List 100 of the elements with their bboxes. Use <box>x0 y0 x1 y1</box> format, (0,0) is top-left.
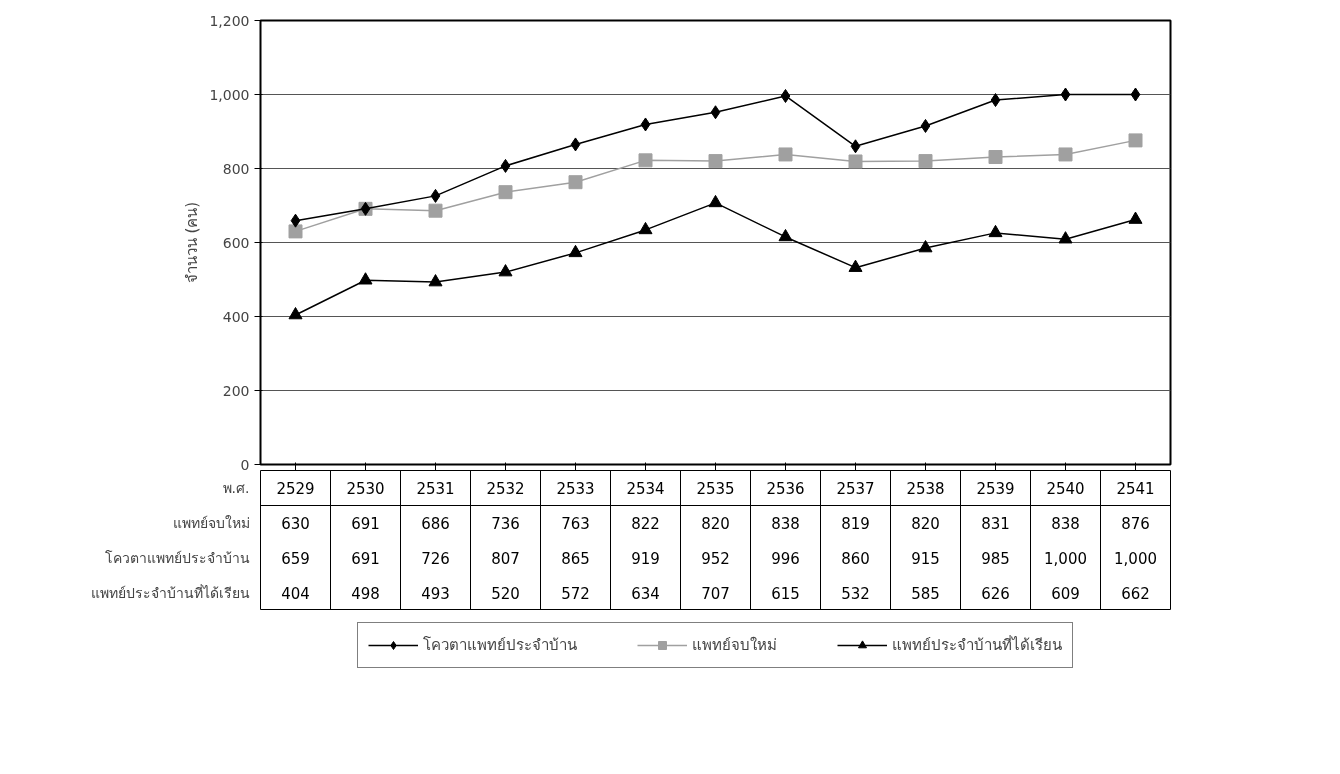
data-label: 691 <box>351 550 380 568</box>
x-tick-label: 2535 <box>696 480 735 498</box>
point <box>290 213 301 228</box>
text: แพทย์จบใหม่ <box>172 515 250 531</box>
data-label: 985 <box>981 550 1010 568</box>
x-tick-label: 2537 <box>836 480 875 498</box>
data-label: 919 <box>631 550 660 568</box>
point <box>848 154 863 169</box>
text: แพทย์ประจำบ้านที่ได้เรียน <box>90 585 250 601</box>
y-tick-label: 400 <box>222 308 250 325</box>
legend-label: แพทย์จบใหม่ <box>692 635 777 656</box>
data-label: 876 <box>1121 515 1150 533</box>
y-tick-label: 200 <box>222 382 250 399</box>
point <box>498 185 513 200</box>
data-label: 1,000 <box>1044 550 1087 568</box>
data-label: 498 <box>351 585 380 603</box>
data-label: 662 <box>1121 585 1150 603</box>
point <box>568 244 583 258</box>
data-label: 807 <box>491 550 520 568</box>
data-label: 952 <box>701 550 730 568</box>
point <box>780 88 791 103</box>
data-label: 1,000 <box>1114 550 1157 568</box>
data-label: 626 <box>981 585 1010 603</box>
point <box>500 158 511 173</box>
x-tick-label: 2531 <box>416 480 455 498</box>
data-label: 822 <box>631 515 660 533</box>
data-label: 820 <box>701 515 730 533</box>
y-tick-label: 0 <box>240 456 250 473</box>
x-tick-label: 2536 <box>766 480 805 498</box>
x-tick-label: 2530 <box>346 480 385 498</box>
data-label: 838 <box>1051 515 1080 533</box>
data-label: 707 <box>701 585 730 603</box>
point <box>498 264 513 277</box>
point <box>568 175 583 190</box>
data-label: 532 <box>841 585 870 603</box>
data-label: 615 <box>771 585 800 603</box>
data-label: 838 <box>771 515 800 533</box>
data-label: 819 <box>841 515 870 533</box>
x-tick-label: 2539 <box>976 480 1015 498</box>
data-label: 915 <box>911 550 940 568</box>
data-label: 520 <box>491 585 520 603</box>
point <box>638 153 653 168</box>
x-tick-label: 2534 <box>626 480 665 498</box>
point <box>848 259 863 272</box>
data-label: 831 <box>981 515 1010 533</box>
data-label: 404 <box>281 585 310 603</box>
point <box>430 188 441 203</box>
point <box>640 117 651 132</box>
legend-label: โควตาแพทย์ประจำบ้าน <box>423 635 577 656</box>
point <box>990 93 1001 108</box>
x-tick-label: 2541 <box>1116 480 1155 498</box>
data-label: 585 <box>911 585 940 603</box>
x-axis-title: พ.ศ. <box>222 480 250 496</box>
point <box>358 272 373 285</box>
point <box>708 194 723 208</box>
data-label: 572 <box>561 585 590 603</box>
data-label: 763 <box>561 515 590 533</box>
point <box>428 203 443 218</box>
point <box>988 224 1003 238</box>
point <box>1058 231 1073 244</box>
y-axis-title: จำนวน (คน) <box>183 201 202 284</box>
x-tick-label: 2533 <box>556 480 595 498</box>
data-label: 736 <box>491 515 520 533</box>
point <box>1060 87 1071 102</box>
legend-label: แพทย์ประจำบ้านที่ได้เรียน <box>892 634 1062 656</box>
point <box>1058 147 1073 162</box>
point <box>920 118 931 133</box>
point <box>918 240 933 253</box>
y-tick-label: 1,000 <box>209 86 250 103</box>
data-label: 726 <box>421 550 450 568</box>
data-label: 609 <box>1051 585 1080 603</box>
x-tick-label: 2538 <box>906 480 945 498</box>
point <box>570 137 581 152</box>
point <box>1128 211 1143 224</box>
point <box>918 154 933 169</box>
x-tick-label: 2529 <box>276 480 315 498</box>
data-label: 860 <box>841 550 870 568</box>
point <box>288 307 303 320</box>
y-tick-label: 1,200 <box>209 12 250 29</box>
data-label: 820 <box>911 515 940 533</box>
data-label: 996 <box>771 550 800 568</box>
point <box>1128 133 1143 148</box>
data-label: 634 <box>631 585 660 603</box>
point <box>708 154 723 169</box>
point <box>428 274 443 287</box>
data-label: 630 <box>281 515 310 533</box>
data-label: 493 <box>421 585 450 603</box>
point <box>288 224 303 239</box>
point <box>1130 87 1141 102</box>
y-tick-label: 600 <box>222 234 250 251</box>
text: โควตาแพทย์ประจำบ้าน <box>104 550 250 566</box>
y-tick-label: 800 <box>222 160 250 177</box>
data-label: 686 <box>421 515 450 533</box>
point <box>710 105 721 120</box>
point <box>988 150 1003 165</box>
point <box>778 147 793 162</box>
x-tick-label: 2532 <box>486 480 525 498</box>
point <box>778 228 793 242</box>
point <box>850 139 861 154</box>
data-label: 691 <box>351 515 380 533</box>
